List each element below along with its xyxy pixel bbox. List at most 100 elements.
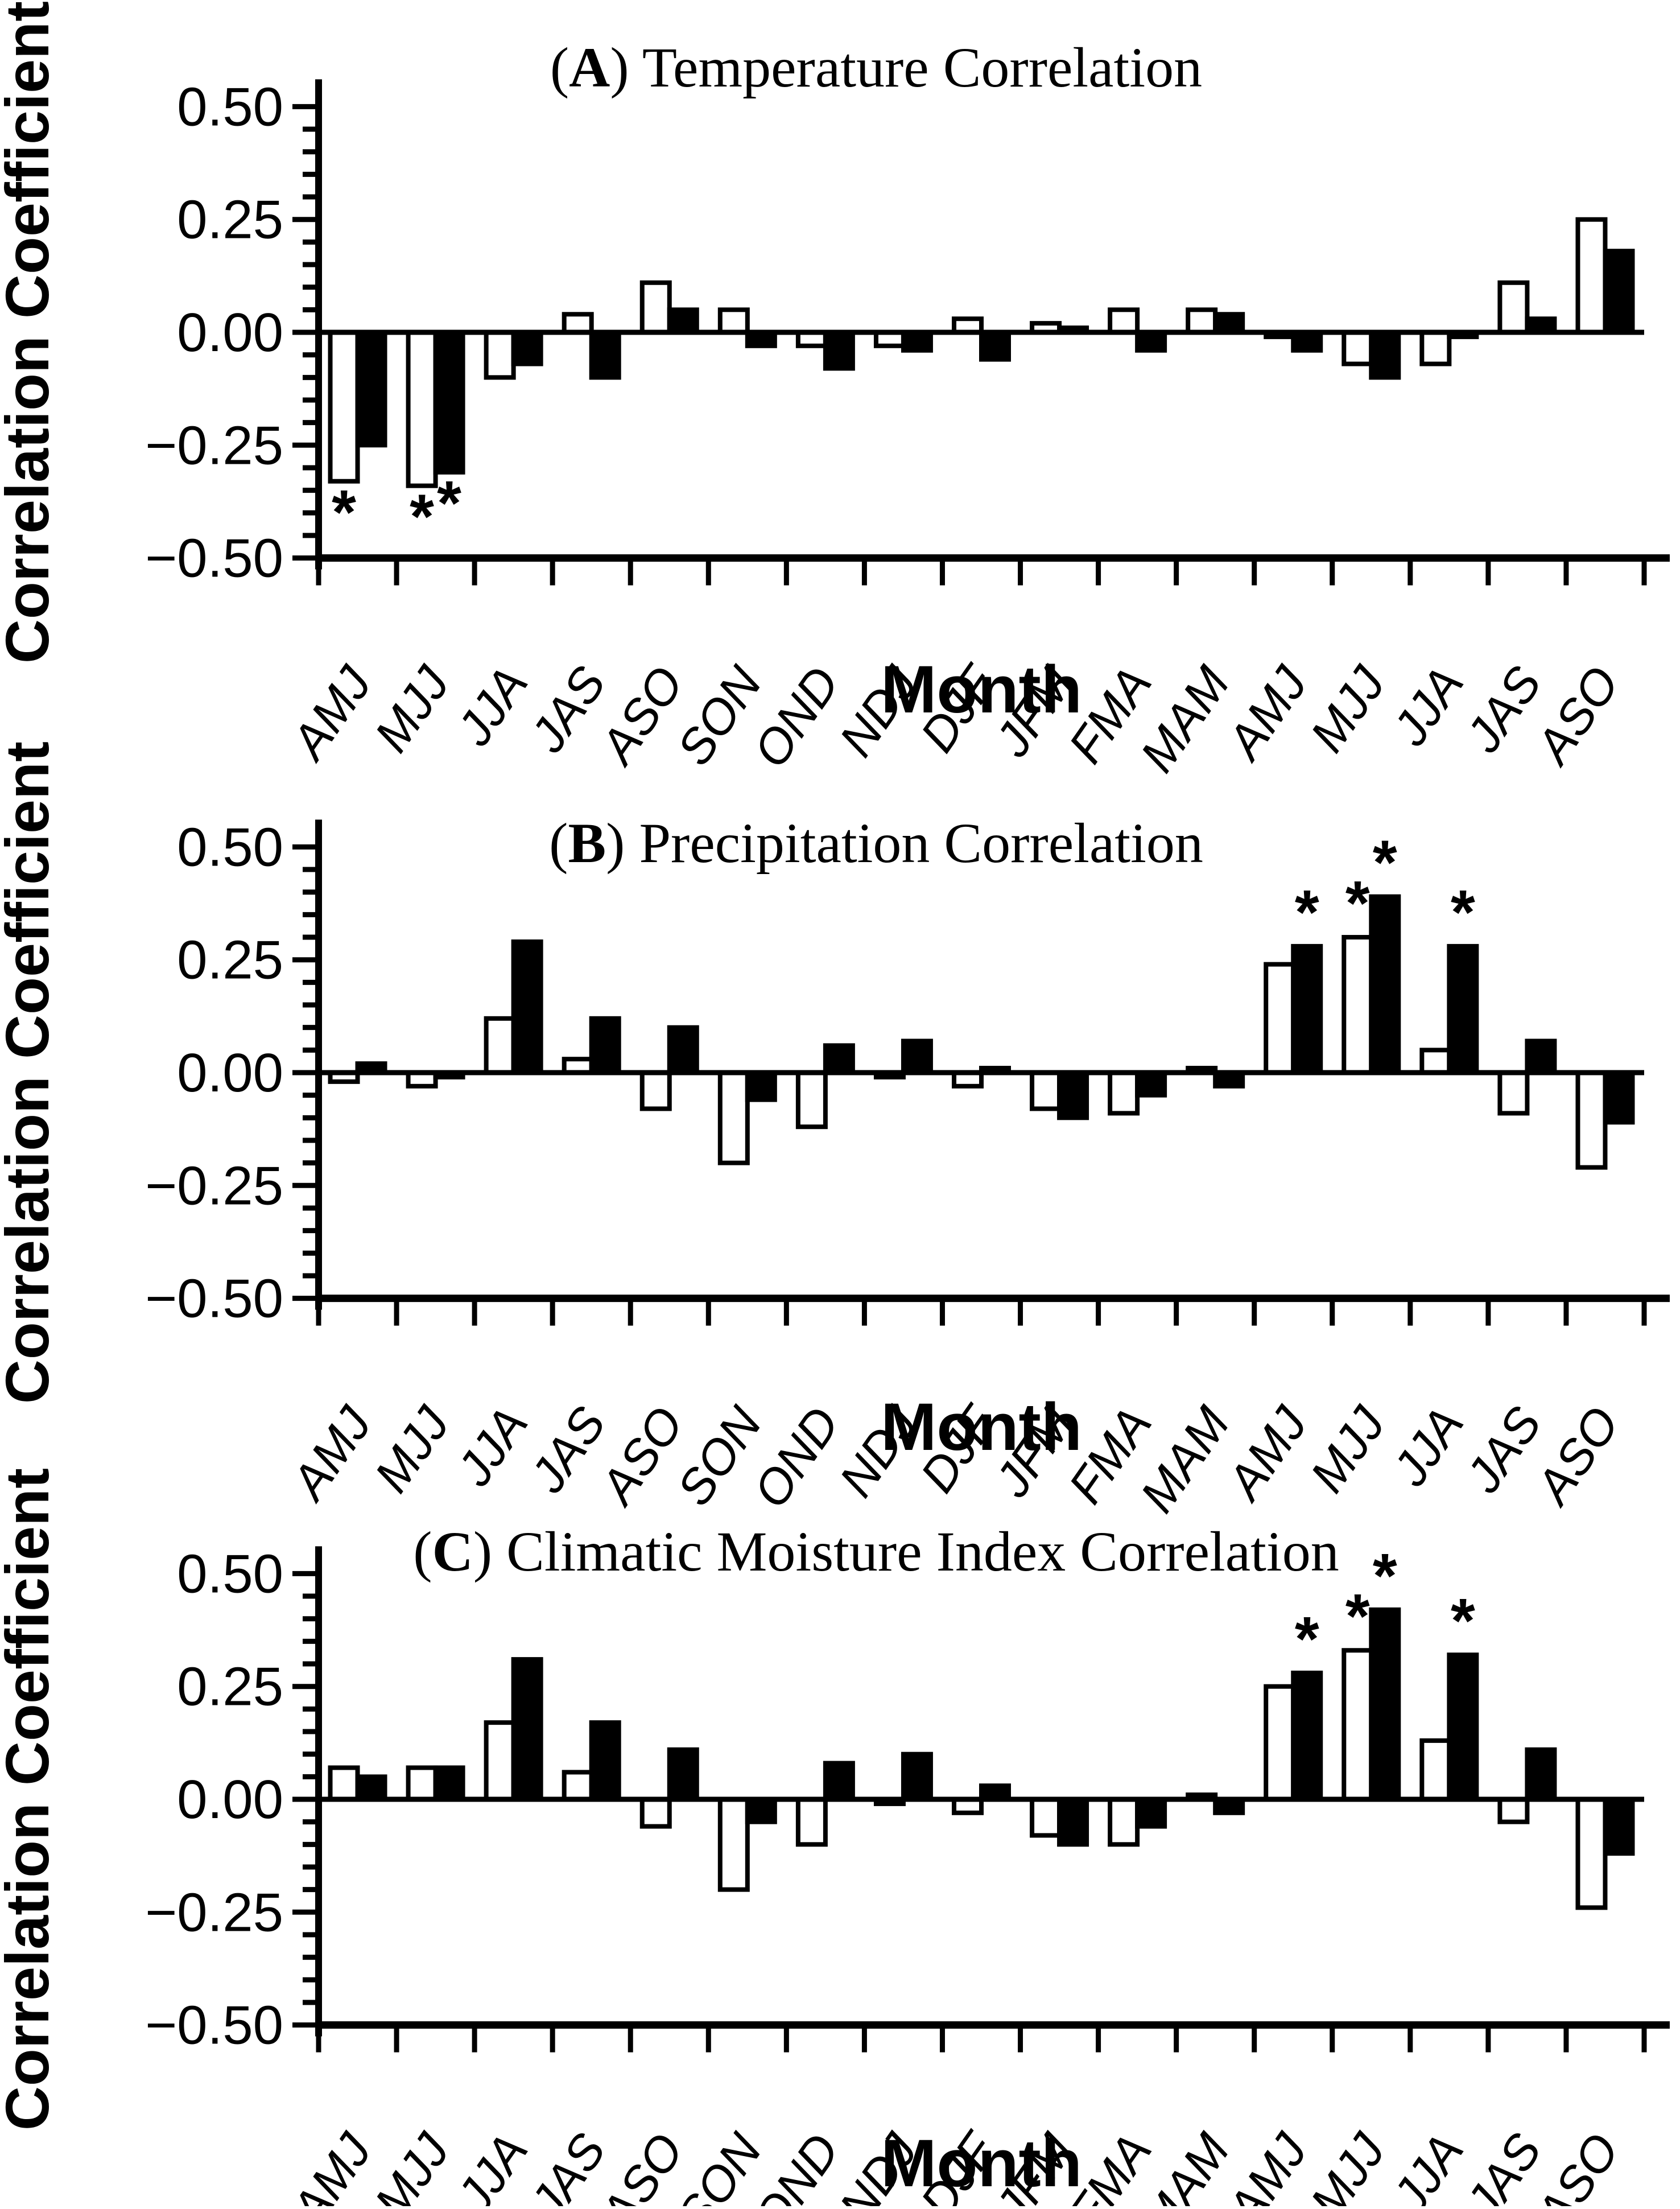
- B-bar-filled-9-JFM: [1057, 1070, 1089, 1120]
- y-tick-label: −0.50: [145, 1268, 283, 1329]
- significance-asterisk: *: [1373, 1541, 1397, 1611]
- significance-asterisk: *: [1373, 828, 1397, 898]
- y-tick-label: 0.00: [177, 1769, 283, 1830]
- B-bar-filled-7-NDJ: [901, 1038, 933, 1075]
- x-tick-label-MJJ: MJJ: [1300, 2124, 1397, 2206]
- y-tick-label: −0.50: [145, 528, 283, 589]
- y-tick-label: 0.50: [177, 817, 283, 877]
- x-tick-label-MJJ: MJJ: [364, 657, 461, 762]
- A-bar-filled-12-AMJ: [1291, 330, 1323, 353]
- y-tick-label: 0.25: [177, 189, 283, 250]
- B-bar-open-16-ASO: [1575, 1070, 1608, 1170]
- A-bar-filled-7-NDJ: [901, 330, 933, 353]
- B-bar-filled-10-FMA: [1135, 1070, 1167, 1098]
- y-tick-label: 0.50: [177, 76, 283, 137]
- C-bar-open-15-JAS: [1497, 1797, 1530, 1824]
- A-bar-open-10-FMA: [1108, 307, 1140, 335]
- A-bar-filled-0-AMJ: [355, 330, 387, 448]
- B-bar-filled-13-MJJ: [1369, 894, 1401, 1075]
- A-bar-open-15-JAS: [1497, 280, 1530, 335]
- A-bar-open-13-MJJ: [1341, 330, 1374, 366]
- A-bar-filled-10-FMA: [1135, 330, 1167, 353]
- x-tick-label-MAM: MAM: [1130, 657, 1240, 782]
- A-bar-filled-16-ASO: [1603, 249, 1635, 335]
- B-bar-open-15-JAS: [1497, 1070, 1530, 1116]
- panel-A-xlabel: Month: [881, 652, 1082, 727]
- C-bar-open-0-AMJ: [328, 1765, 360, 1802]
- x-tick-label-ASO: ASO: [1524, 1397, 1630, 1515]
- x-tick-label-MAM: MAM: [1130, 1397, 1240, 1522]
- B-bar-open-10-FMA: [1108, 1070, 1140, 1116]
- C-bar-open-16-ASO: [1575, 1797, 1608, 1910]
- x-tick-label-AMJ: AMJ: [280, 657, 383, 771]
- C-bar-filled-13-MJJ: [1369, 1607, 1401, 1802]
- B-bar-filled-3-JAS: [589, 1016, 621, 1075]
- A-bar-filled-2-JJA: [511, 330, 543, 366]
- C-bar-filled-5-SON: [745, 1797, 777, 1824]
- C-bar-filled-10-FMA: [1135, 1797, 1167, 1829]
- C-bar-filled-3-JAS: [589, 1720, 621, 1802]
- significance-asterisk: *: [1345, 1581, 1370, 1651]
- B-bar-open-12-AMJ: [1264, 962, 1296, 1075]
- chart-panel-A: (A) Temperature Correlation Correlation C…: [0, 1, 1670, 782]
- x-tick-label-AMJ: AMJ: [280, 1397, 383, 1511]
- A-bar-open-3-JAS: [562, 312, 594, 335]
- panel-A-ylabel: Correlation Coefficient: [0, 1, 61, 663]
- C-bar-filled-6-OND: [823, 1761, 855, 1802]
- x-tick-label-MJJ: MJJ: [364, 1397, 461, 1502]
- panel-B-title: (B) Precipitation Correlation: [549, 811, 1203, 875]
- B-bar-filled-2-JJA: [511, 939, 543, 1075]
- x-tick-label-MJJ: MJJ: [1300, 657, 1397, 762]
- A-bar-filled-3-JAS: [589, 330, 621, 380]
- A-bar-filled-6-OND: [823, 330, 855, 371]
- y-tick-label: −0.25: [145, 1882, 283, 1943]
- B-bar-open-5-SON: [717, 1070, 750, 1165]
- x-tick-label-ASO: ASO: [589, 657, 695, 775]
- C-bar-filled-15-JAS: [1525, 1747, 1557, 1802]
- chart-panel-B: (B) Precipitation Correlation Correlation…: [0, 741, 1670, 1522]
- chart-panel-C: (C) Climatic Moisture Index Correlation C…: [0, 1468, 1670, 2209]
- B-bar-open-6-OND: [795, 1070, 828, 1130]
- C-bar-filled-4-ASO: [667, 1747, 699, 1802]
- C-bar-open-1-MJJ: [406, 1765, 438, 1802]
- significance-asterisk: *: [1345, 868, 1370, 938]
- x-tick-label-JJA: JJA: [447, 1397, 538, 1495]
- x-tick-label-JJA: JJA: [447, 657, 538, 755]
- C-bar-open-3-JAS: [562, 1770, 594, 1802]
- C-bar-filled-7-NDJ: [901, 1751, 933, 1802]
- panel-C-ylabel: Correlation Coefficient: [0, 1468, 61, 2130]
- B-bar-filled-6-OND: [823, 1043, 855, 1075]
- panel-A-title: (A) Temperature Correlation: [550, 36, 1202, 99]
- B-bar-open-2-JJA: [484, 1016, 516, 1075]
- A-bar-open-5-SON: [717, 307, 750, 335]
- y-tick-label: 0.00: [177, 302, 283, 363]
- significance-asterisk: *: [1295, 1604, 1319, 1674]
- y-tick-label: 0.50: [177, 1543, 283, 1604]
- C-bar-filled-9-JFM: [1057, 1797, 1089, 1847]
- y-tick-label: −0.50: [145, 1995, 283, 2056]
- B-bar-open-9-JFM: [1030, 1070, 1062, 1111]
- C-bar-open-5-SON: [717, 1797, 750, 1892]
- B-bar-filled-5-SON: [745, 1070, 777, 1102]
- x-tick-label-SON: SON: [667, 1397, 773, 1515]
- C-bar-filled-16-ASO: [1603, 1797, 1635, 1856]
- C-bar-open-13-MJJ: [1341, 1648, 1374, 1802]
- y-tick-label: −0.25: [145, 415, 283, 476]
- A-bar-filled-1-MJJ: [433, 330, 465, 475]
- A-bar-open-2-JJA: [484, 330, 516, 380]
- B-bar-filled-12-AMJ: [1291, 943, 1323, 1075]
- A-bar-open-16-ASO: [1575, 217, 1608, 335]
- x-tick-label-SON: SON: [667, 657, 773, 775]
- C-bar-filled-1-MJJ: [433, 1765, 465, 1802]
- B-bar-open-14-JJA: [1419, 1048, 1452, 1075]
- C-bar-filled-0-AMJ: [355, 1774, 387, 1802]
- A-bar-open-14-JJA: [1419, 330, 1452, 366]
- A-bar-open-0-AMJ: [328, 330, 360, 484]
- x-tick-label-MJJ: MJJ: [1300, 1397, 1397, 1502]
- panel-B-ylabel: Correlation Coefficient: [0, 741, 61, 1404]
- C-bar-open-14-JJA: [1419, 1738, 1452, 1802]
- significance-asterisk: *: [332, 477, 356, 547]
- x-tick-label-MJJ: MJJ: [364, 2124, 461, 2206]
